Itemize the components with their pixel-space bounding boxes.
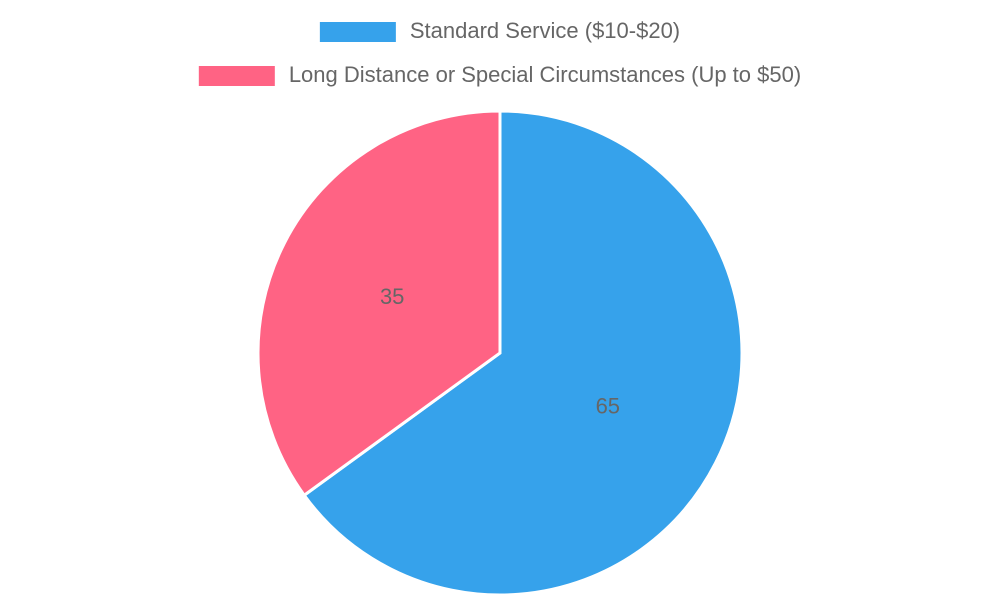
- legend-item: Long Distance or Special Circumstances (…: [198, 62, 801, 87]
- legend-label: Standard Service ($10-$20): [410, 18, 680, 43]
- value-label: 35: [380, 284, 404, 309]
- value-label: 65: [596, 394, 620, 419]
- legend-swatch: [319, 22, 396, 42]
- legend-label: Long Distance or Special Circumstances (…: [289, 62, 801, 87]
- legend-swatch: [198, 66, 275, 86]
- legend-item: Standard Service ($10-$20): [319, 18, 680, 43]
- pie-slice: [302, 109, 744, 597]
- pie-slice: [256, 109, 502, 498]
